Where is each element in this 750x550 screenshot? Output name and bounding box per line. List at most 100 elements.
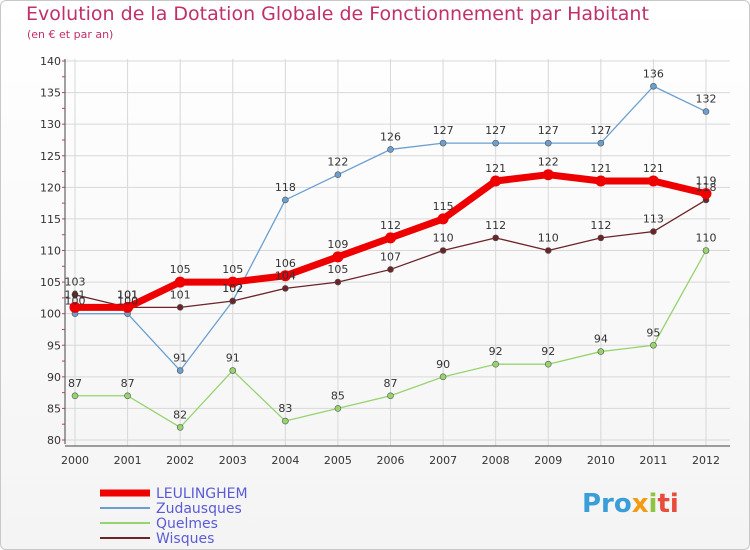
proxiti-logo: Proxiti <box>582 489 679 519</box>
data-label-wisques: 110 <box>538 232 559 245</box>
legend-label-zudausques: Zudausques <box>156 501 242 517</box>
data-point-leulinghem <box>69 301 81 313</box>
data-point-wisques <box>176 304 184 311</box>
data-point-wisques <box>492 234 499 242</box>
data-label-quelmes: 91 <box>226 352 240 365</box>
data-point-zudausques <box>439 139 447 147</box>
data-point-leulinghem <box>595 175 607 187</box>
x-tick-label: 2011 <box>639 454 667 467</box>
y-tick-label: 90 <box>47 371 61 384</box>
legend-label-wisques: Wisques <box>156 531 214 547</box>
data-label-zudausques: 122 <box>327 156 348 169</box>
data-label-wisques: 105 <box>327 263 348 276</box>
data-point-quelmes <box>176 424 184 431</box>
data-label-wisques: 118 <box>696 181 717 194</box>
data-label-leulinghem: 115 <box>433 200 454 213</box>
data-label-zudausques: 91 <box>173 352 187 365</box>
data-label-wisques: 101 <box>170 288 191 301</box>
data-point-quelmes <box>439 373 447 381</box>
data-point-quelmes <box>387 392 394 400</box>
legend-label-quelmes: Quelmes <box>156 516 218 532</box>
y-tick-label: 115 <box>40 213 61 226</box>
data-point-wisques <box>439 247 447 254</box>
y-tick-label: 105 <box>40 276 61 289</box>
data-label-leulinghem: 105 <box>170 263 191 276</box>
x-tick-label: 2007 <box>429 454 457 467</box>
y-tick-label: 110 <box>40 245 61 258</box>
data-label-leulinghem: 121 <box>485 162 506 175</box>
data-label-leulinghem: 101 <box>65 288 86 301</box>
series-layer <box>69 82 712 431</box>
data-label-quelmes: 95 <box>646 326 660 339</box>
x-tick-label: 2010 <box>587 454 615 467</box>
chart-title: Evolution de la Dotation Globale de Fonc… <box>26 3 649 25</box>
data-point-quelmes <box>702 247 710 254</box>
x-tick-label: 2012 <box>692 454 720 467</box>
y-tick-label: 95 <box>47 339 61 352</box>
data-label-zudausques: 118 <box>275 181 296 194</box>
data-label-zudausques: 100 <box>65 295 86 308</box>
data-point-quelmes <box>124 392 131 400</box>
data-point-leulinghem <box>490 175 502 187</box>
y-tick-label: 130 <box>40 118 61 131</box>
data-label-leulinghem: 119 <box>696 175 717 188</box>
data-point-quelmes <box>282 417 289 425</box>
data-point-wisques <box>597 234 605 242</box>
data-label-wisques: 113 <box>643 213 664 226</box>
x-tick-label: 2006 <box>377 454 405 467</box>
data-label-wisques: 112 <box>590 219 611 232</box>
x-tick-label: 2008 <box>482 454 510 467</box>
data-label-quelmes: 110 <box>696 232 717 245</box>
data-label-zudausques: 102 <box>222 282 243 295</box>
data-point-quelmes <box>229 367 237 374</box>
data-label-wisques: 110 <box>433 232 454 245</box>
data-point-zudausques <box>492 139 499 147</box>
x-tick-label: 2002 <box>166 454 194 467</box>
y-tick-label: 135 <box>40 87 61 100</box>
data-point-quelmes <box>71 392 79 400</box>
data-point-leulinghem <box>647 175 659 187</box>
data-label-zudausques: 127 <box>538 124 559 137</box>
x-tick-label: 2005 <box>324 454 352 467</box>
data-label-zudausques: 127 <box>433 124 454 137</box>
data-label-wisques: 107 <box>380 250 401 263</box>
data-label-quelmes: 92 <box>541 345 555 358</box>
data-label-quelmes: 85 <box>331 389 345 402</box>
data-label-wisques: 102 <box>222 282 243 295</box>
x-tick-label: 2003 <box>219 454 247 467</box>
data-point-leulinghem <box>279 270 291 282</box>
data-label-leulinghem: 112 <box>380 219 401 232</box>
x-tick-label: 2004 <box>271 454 299 467</box>
data-label-quelmes: 87 <box>121 377 135 390</box>
x-tick-label: 2000 <box>61 454 89 467</box>
y-tick-label: 120 <box>40 181 61 194</box>
data-point-quelmes <box>492 360 499 368</box>
data-label-zudausques: 127 <box>485 124 506 137</box>
data-point-leulinghem <box>227 276 239 288</box>
data-label-leulinghem: 101 <box>117 288 138 301</box>
data-label-zudausques: 136 <box>643 67 664 80</box>
data-point-quelmes <box>597 348 605 355</box>
data-label-quelmes: 87 <box>68 377 82 390</box>
axis-layer: 80 85 90 95 100 105 110 115 120 125 130 135 140 2000 2… <box>40 55 730 467</box>
data-label-quelmes: 83 <box>278 402 292 415</box>
data-label-wisques: 112 <box>485 219 506 232</box>
data-label-leulinghem: 105 <box>222 263 243 276</box>
data-point-wisques <box>387 266 394 273</box>
data-point-leulinghem <box>332 251 344 263</box>
data-label-zudausques: 100 <box>117 295 138 308</box>
data-point-zudausques <box>597 139 605 147</box>
data-point-zudausques <box>702 108 710 115</box>
data-point-zudausques <box>282 196 289 204</box>
data-label-wisques: 104 <box>275 269 296 282</box>
data-label-quelmes: 82 <box>173 408 187 421</box>
data-label-quelmes: 90 <box>436 358 450 371</box>
data-point-wisques <box>282 285 289 292</box>
data-point-quelmes <box>650 341 657 349</box>
data-label-quelmes: 92 <box>489 345 503 358</box>
data-point-quelmes <box>544 360 552 368</box>
